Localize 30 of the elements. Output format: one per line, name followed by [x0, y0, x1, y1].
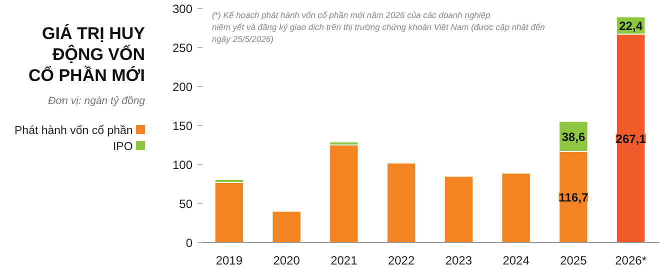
bar — [329, 144, 359, 242]
bar — [501, 172, 531, 242]
y-tick-label: 200 — [172, 80, 193, 94]
y-tick-label: 50 — [179, 197, 193, 211]
data-label: 38,6 — [562, 130, 586, 144]
y-tick-label: 250 — [172, 41, 193, 55]
data-label: 22,4 — [619, 18, 643, 33]
text: GIÁ TRỊ HUY ĐỘNG VỐN CỔ PHẦN MỚI — [27, 23, 145, 86]
x-tick-label: 2023 — [445, 254, 472, 268]
y-tick-label: 300 — [172, 2, 193, 16]
data-label: 267,1 — [616, 132, 646, 146]
x-tick-label: 2020 — [273, 254, 300, 268]
x-tick-label: 2022 — [388, 254, 415, 268]
data-label: 116,7 — [558, 190, 588, 204]
x-tick-label: 2021 — [330, 254, 358, 268]
y-tick-label: 100 — [172, 158, 193, 172]
bar — [272, 210, 302, 242]
x-tick-label: 2026* — [615, 254, 647, 268]
bar — [214, 182, 244, 242]
x-tick-label: 2025 — [560, 254, 588, 268]
x-tick-label: 2019 — [216, 254, 243, 268]
y-tick-label: 150 — [172, 119, 193, 133]
y-tick-label: 0 — [186, 236, 193, 250]
legend-label: IPO — [112, 140, 134, 155]
bar — [386, 162, 416, 242]
annotation: (*) Kế hoạch phát hành vốn cổ phần mới năm 2026 của các doanh nghiệp niêm yết và đăng ký giao dịch trên thị trường chứng khoán Việt Nam (được cập nhật đến ngày 25/5/2026) — [212, 10, 546, 44]
bar — [444, 176, 474, 242]
text: Đơn vị: ngàn tỷ đồng — [47, 94, 145, 109]
legend-label: Phát hành vốn cổ phần — [14, 124, 134, 139]
x-tick-label: 2024 — [502, 254, 530, 268]
